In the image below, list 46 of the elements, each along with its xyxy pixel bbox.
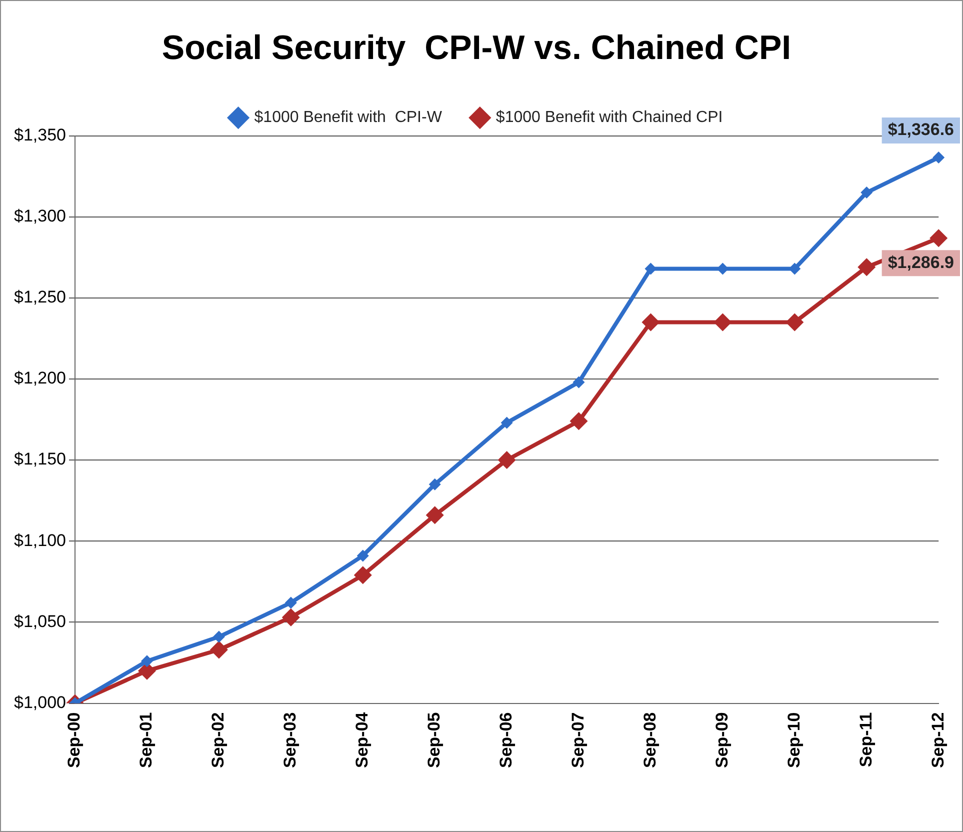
y-tick-label: $1,350 [14,125,66,144]
x-tick-label: Sep-10 [784,712,804,768]
y-tick-label: $1,050 [14,612,66,631]
data-label: $1,336.6 [888,120,954,140]
point [786,313,804,332]
x-tick-label: Sep-03 [280,712,300,768]
y-tick-label: $1,150 [14,450,66,469]
x-tick-label: Sep-07 [568,712,588,768]
y-tick-label: $1,000 [14,692,66,712]
x-tick-label: Sep-11 [856,712,876,768]
point [714,313,732,332]
point [356,550,369,562]
x-tick-label: Sep-01 [136,712,156,768]
x-tick-label: Sep-00 [64,712,84,768]
x-tick-label: Sep-12 [928,712,948,768]
x-tick-label: Sep-08 [640,712,660,768]
point [500,416,513,429]
point [284,596,297,609]
point [642,313,660,332]
point [930,229,948,248]
y-tick-label: $1,300 [14,206,66,226]
x-tick-label: Sep-06 [496,712,516,768]
point [428,478,441,490]
x-tick-label: Sep-05 [424,712,444,768]
point [572,376,585,388]
point [212,630,225,643]
x-tick-label: Sep-02 [208,712,228,768]
point [282,608,300,626]
y-tick-label: $1,200 [14,368,66,388]
y-tick-label: $1,100 [14,530,66,550]
point [210,640,228,659]
x-tick-label: Sep-04 [352,712,372,768]
chart-title: Social Security CPI-W vs. Chained CPI [162,28,792,67]
legend-label: $1000 Benefit with CPI-W [254,109,443,126]
legend-label: $1000 Benefit with Chained CPI [496,109,723,126]
point [426,506,444,524]
point [932,152,945,164]
point [860,186,873,199]
data-label: $1,286.9 [888,252,954,272]
y-tick-label: $1,250 [14,288,66,307]
point [858,258,876,276]
point [498,451,516,470]
point [354,566,372,584]
point [140,655,153,668]
point [570,412,588,430]
x-tick-label: Sep-09 [712,712,732,768]
